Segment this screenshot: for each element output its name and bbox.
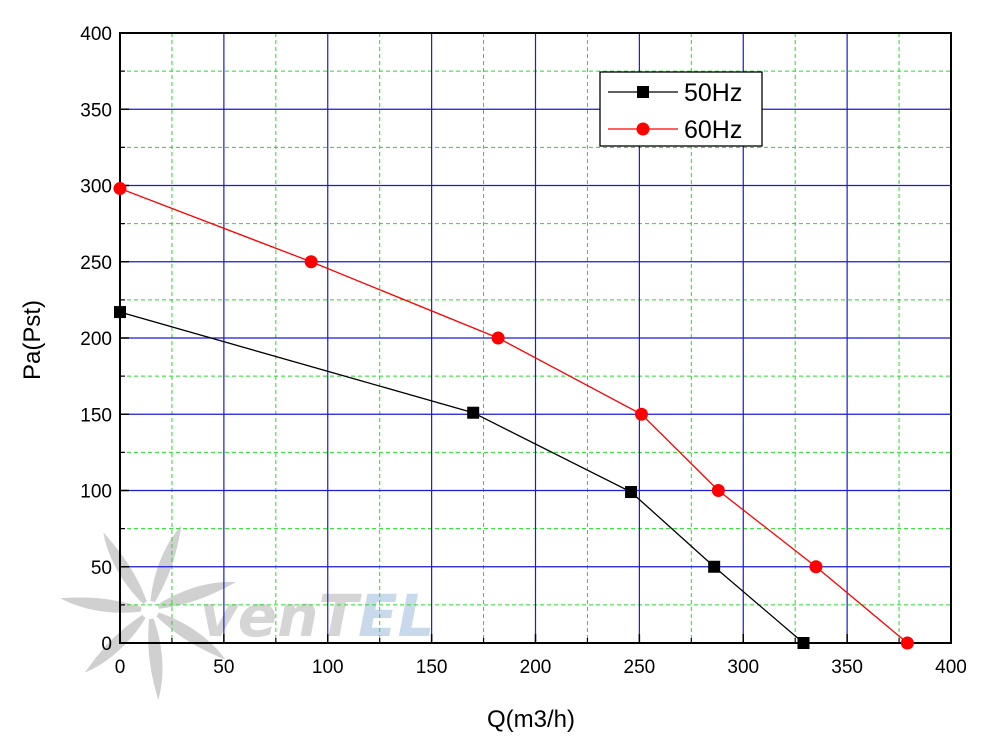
watermark-text: venTEL — [200, 582, 435, 650]
legend-label: 60Hz — [684, 116, 742, 144]
data-point — [797, 637, 810, 649]
data-point — [625, 486, 638, 499]
watermark-main: venT — [200, 582, 362, 650]
data-point — [467, 406, 480, 419]
data-point — [113, 182, 127, 196]
major-grid — [120, 33, 951, 643]
series-layer — [113, 182, 914, 650]
x-tick-label: 0 — [115, 657, 126, 678]
data-point — [304, 255, 318, 269]
fan-blade-icon — [150, 525, 182, 610]
fan-logo-icon — [60, 525, 236, 701]
x-tick-label: 50 — [213, 657, 234, 678]
data-point — [491, 331, 505, 345]
data-point — [634, 407, 648, 421]
data-point — [708, 560, 721, 573]
fan-blade-icon — [150, 610, 226, 660]
y-tick-label: 200 — [80, 329, 112, 350]
series-line — [119, 187, 908, 644]
y-tick-label: 50 — [91, 558, 112, 579]
data-point — [809, 560, 823, 574]
y-tick-label: 0 — [101, 634, 112, 655]
x-tick-label: 200 — [520, 657, 552, 678]
fan-blade-icon — [60, 597, 150, 613]
ventel-watermark: venTEL — [60, 525, 435, 701]
x-tick-label: 350 — [831, 657, 863, 678]
x-tick-label: 400 — [935, 657, 967, 678]
series-0 — [114, 306, 810, 649]
legend: 50Hz 60Hz — [599, 71, 763, 147]
x-tick-label: 250 — [624, 657, 656, 678]
x-tick-label: 300 — [727, 657, 759, 678]
x-axis-title: Q(m3/h) — [487, 706, 575, 733]
legend-marker — [636, 122, 650, 136]
legend-label: 50Hz — [684, 79, 742, 107]
fan-blade-icon — [84, 610, 150, 673]
y-tick-label: 350 — [80, 100, 112, 121]
series-1 — [113, 182, 914, 650]
data-point — [114, 306, 126, 319]
tick-labels: 0 50 100 150 200 250 300 350 400 0 50 100 150 200 250 3… — [80, 24, 967, 678]
y-axis-title: Pa(Pst) — [19, 300, 46, 380]
y-tick-label: 100 — [80, 482, 112, 503]
fan-blade-icon — [103, 532, 150, 610]
data-point — [900, 636, 914, 650]
legend-marker — [637, 86, 649, 98]
legend-box — [599, 71, 763, 147]
y-tick-label: 250 — [80, 253, 112, 274]
x-tick-label: 100 — [312, 657, 344, 678]
fan-blade-icon — [148, 610, 163, 701]
y-tick-label: 300 — [80, 177, 112, 198]
data-point — [711, 484, 725, 497]
y-tick-label: 400 — [80, 24, 112, 45]
x-tick-label: 150 — [416, 657, 448, 678]
fan-hub-icon — [141, 601, 159, 619]
y-tick-label: 150 — [80, 405, 112, 426]
watermark-accent: EL — [358, 582, 435, 650]
